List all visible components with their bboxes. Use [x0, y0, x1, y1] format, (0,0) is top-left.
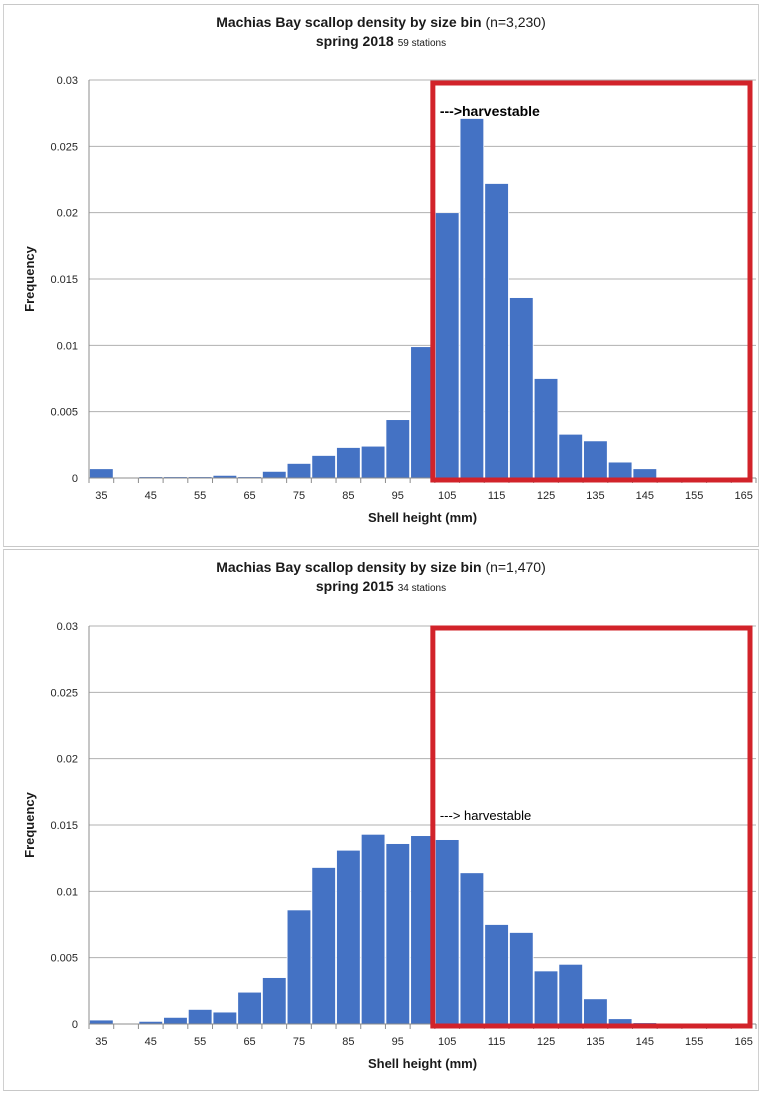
- chart-panel-2015: Machias Bay scallop density by size bin …: [3, 549, 759, 1091]
- bar: [460, 873, 484, 1024]
- y-tick-label: 0.005: [50, 407, 78, 419]
- x-tick-label: 75: [293, 1036, 305, 1048]
- bar: [90, 1020, 114, 1024]
- y-tick-label: 0.02: [57, 754, 78, 766]
- bar: [386, 844, 410, 1024]
- x-tick-label: 55: [194, 1036, 206, 1048]
- x-axis-title: Shell height (mm): [368, 1056, 477, 1071]
- y-tick-label: 0.01: [57, 886, 78, 898]
- bar: [608, 462, 632, 478]
- bar: [164, 1017, 188, 1024]
- chart-panel-2018: Machias Bay scallop density by size bin …: [3, 4, 759, 547]
- y-tick-label: 0.025: [50, 141, 78, 153]
- y-axis-title: Frequency: [22, 791, 37, 858]
- histogram-2018: 0 0.005 0.01 0.015 0.02 0.025 0.03 35 45 55 65 75 85…: [4, 5, 760, 548]
- bar: [485, 183, 509, 478]
- y-tick-label: 0: [72, 1019, 78, 1031]
- x-tick-label: 115: [488, 1036, 506, 1048]
- x-tick-label: 135: [586, 490, 604, 502]
- bar: [608, 1019, 632, 1024]
- harvestable-annotation: ---> harvestable: [440, 808, 531, 823]
- x-tick-label: 85: [342, 1036, 354, 1048]
- bar: [90, 469, 114, 478]
- x-tick-label: 135: [586, 1036, 604, 1048]
- bar: [435, 840, 459, 1024]
- bar: [534, 379, 558, 479]
- bar: [584, 441, 608, 478]
- x-tick-label: 55: [194, 490, 206, 502]
- x-tick-label: 145: [636, 1036, 654, 1048]
- x-tick-label: 35: [95, 490, 107, 502]
- y-tick-label: 0: [72, 473, 78, 485]
- x-tick-label: 35: [95, 1036, 107, 1048]
- x-tick-label: 115: [488, 490, 506, 502]
- bar: [460, 118, 484, 478]
- x-tick-label: 165: [734, 490, 752, 502]
- x-tick-label: 105: [438, 490, 456, 502]
- y-tick-label: 0.015: [50, 274, 78, 286]
- bar: [312, 455, 336, 478]
- bar: [435, 213, 459, 478]
- y-tick-label: 0.03: [57, 75, 78, 87]
- bar: [337, 447, 361, 478]
- y-tick-label: 0.005: [50, 953, 78, 965]
- histogram-2015: 0 0.005 0.01 0.015 0.02 0.025 0.03 35 45 55 65 75 85…: [4, 550, 760, 1092]
- x-tick-label: 85: [342, 490, 354, 502]
- bar: [262, 471, 286, 478]
- x-tick-label: 95: [392, 490, 404, 502]
- bar: [238, 992, 262, 1024]
- bar: [312, 867, 336, 1024]
- y-tick-label: 0.02: [57, 208, 78, 220]
- x-tick-label: 105: [438, 1036, 456, 1048]
- y-tick-label: 0.025: [50, 687, 78, 699]
- x-tick-label: 45: [145, 1036, 157, 1048]
- y-tick-label: 0.03: [57, 621, 78, 633]
- bar: [287, 910, 311, 1024]
- y-tick-label: 0.01: [57, 340, 78, 352]
- bar: [262, 978, 286, 1024]
- x-tick-label: 165: [734, 1036, 752, 1048]
- x-tick-label: 125: [537, 1036, 555, 1048]
- harvestable-annotation: --->harvestable: [440, 103, 540, 119]
- x-tick-label: 145: [636, 490, 654, 502]
- x-tick-label: 155: [685, 1036, 703, 1048]
- y-axis-title: Frequency: [22, 245, 37, 312]
- x-tick-label: 95: [392, 1036, 404, 1048]
- bar: [485, 925, 509, 1025]
- bar: [213, 1012, 237, 1024]
- bar: [509, 298, 533, 478]
- x-tick-label: 65: [243, 1036, 255, 1048]
- bar: [386, 420, 410, 478]
- x-axis-title: Shell height (mm): [368, 510, 477, 525]
- x-tick-label: 65: [243, 490, 255, 502]
- bar: [534, 971, 558, 1024]
- x-tick-label: 75: [293, 490, 305, 502]
- x-tick-label: 125: [537, 490, 555, 502]
- bar: [584, 999, 608, 1024]
- bar: [633, 469, 657, 478]
- bar: [559, 434, 583, 478]
- bar: [337, 850, 361, 1024]
- y-tick-label: 0.015: [50, 820, 78, 832]
- bar: [509, 932, 533, 1024]
- bar: [287, 463, 311, 478]
- bar: [188, 1009, 212, 1024]
- bar: [361, 446, 385, 478]
- x-tick-label: 155: [685, 490, 703, 502]
- bar: [361, 834, 385, 1024]
- x-tick-label: 45: [145, 490, 157, 502]
- bar: [559, 964, 583, 1024]
